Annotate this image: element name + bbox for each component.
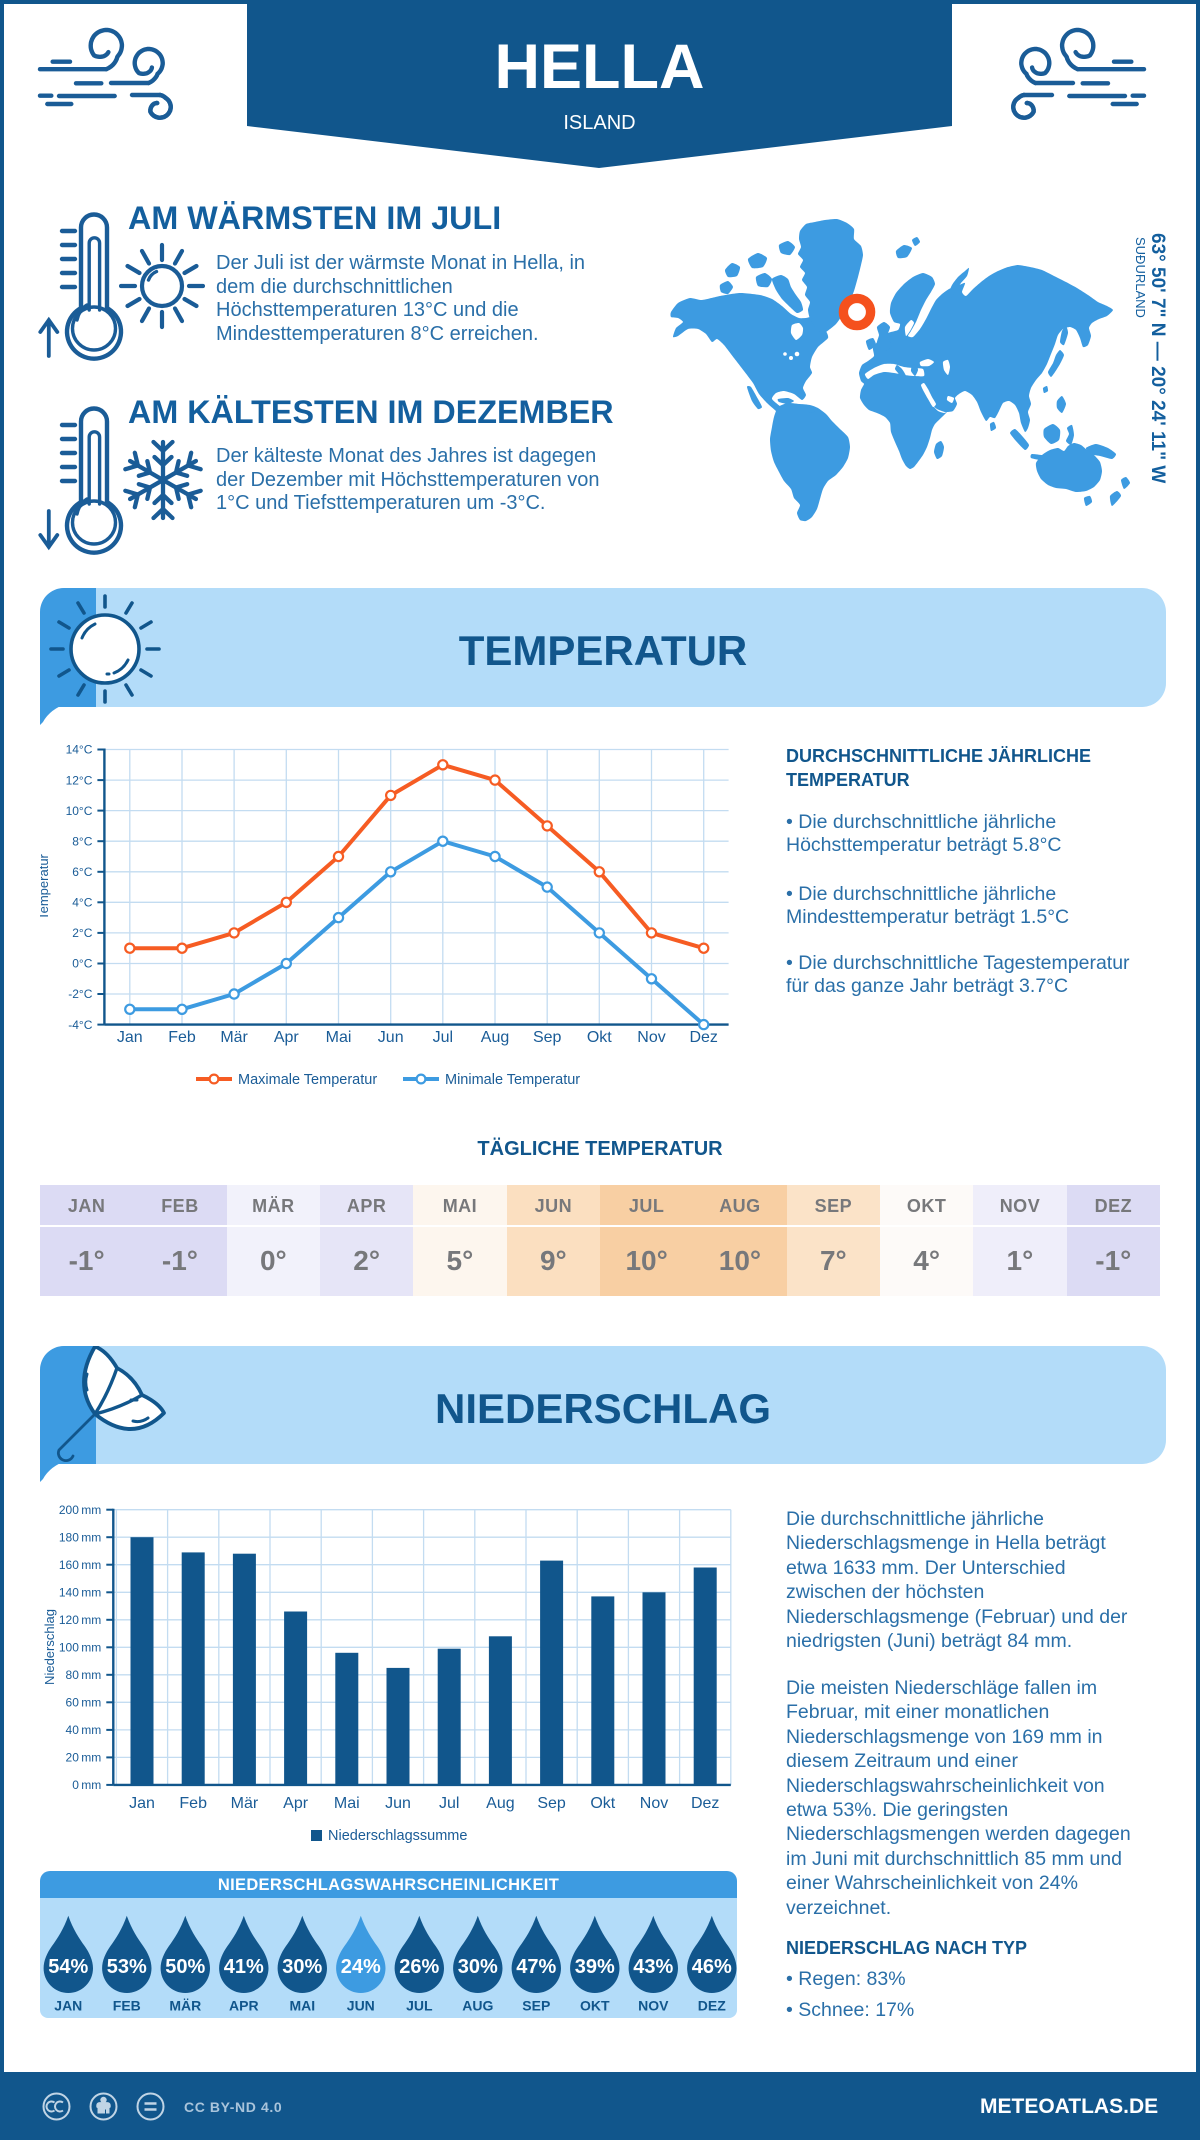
svg-text:Temperatur: Temperatur — [40, 853, 51, 919]
svg-text:Jan: Jan — [129, 1795, 155, 1812]
svg-text:14°C: 14°C — [66, 743, 93, 757]
svg-text:Okt: Okt — [590, 1795, 615, 1812]
svg-text:Jan: Jan — [117, 1029, 143, 1046]
svg-text:200 mm: 200 mm — [59, 1503, 101, 1517]
svg-text:30%: 30% — [458, 1956, 498, 1978]
svg-text:Mai: Mai — [326, 1029, 352, 1046]
svg-text:Feb: Feb — [168, 1029, 196, 1046]
svg-text:Maximale Temperatur: Maximale Temperatur — [238, 1072, 377, 1088]
svg-text:Mai: Mai — [334, 1795, 360, 1812]
svg-text:Niederschlag: Niederschlag — [42, 1609, 57, 1685]
svg-text:12°C: 12°C — [66, 773, 93, 787]
svg-text:Apr: Apr — [274, 1029, 300, 1046]
svg-text:Apr: Apr — [283, 1795, 309, 1812]
svg-text:26%: 26% — [399, 1956, 439, 1978]
svg-text:Nov: Nov — [637, 1029, 665, 1046]
svg-text:47%: 47% — [516, 1956, 556, 1978]
svg-text:MÄR: MÄR — [169, 1998, 201, 2014]
svg-text:24%: 24% — [341, 1956, 381, 1978]
svg-text:20 mm: 20 mm — [66, 1751, 102, 1765]
svg-text:FEB: FEB — [113, 1998, 141, 2014]
svg-text:30%: 30% — [282, 1956, 322, 1978]
svg-text:Nov: Nov — [640, 1795, 668, 1812]
svg-text:46%: 46% — [692, 1956, 732, 1978]
svg-text:Mär: Mär — [220, 1029, 248, 1046]
svg-text:40 mm: 40 mm — [66, 1723, 102, 1737]
svg-text:160 mm: 160 mm — [59, 1558, 101, 1572]
svg-text:Jul: Jul — [433, 1029, 453, 1046]
svg-text:0°C: 0°C — [72, 957, 92, 971]
svg-text:Sep: Sep — [533, 1029, 562, 1046]
svg-text:8°C: 8°C — [72, 834, 92, 848]
svg-text:50%: 50% — [165, 1956, 205, 1978]
svg-text:Dez: Dez — [691, 1795, 719, 1812]
svg-text:10°C: 10°C — [66, 804, 93, 818]
svg-text:AUG: AUG — [462, 1998, 493, 2014]
svg-text:4°C: 4°C — [72, 896, 92, 910]
svg-text:0 mm: 0 mm — [72, 1778, 101, 1792]
svg-text:JAN: JAN — [54, 1998, 82, 2014]
svg-text:JUL: JUL — [406, 1998, 433, 2014]
svg-text:Mär: Mär — [231, 1795, 259, 1812]
svg-text:-4°C: -4°C — [68, 1018, 92, 1032]
svg-text:Jul: Jul — [439, 1795, 459, 1812]
svg-text:Sep: Sep — [537, 1795, 566, 1812]
svg-text:2°C: 2°C — [72, 926, 92, 940]
svg-text:Aug: Aug — [486, 1795, 514, 1812]
svg-text:6°C: 6°C — [72, 865, 92, 879]
svg-text:Jun: Jun — [385, 1795, 411, 1812]
svg-text:APR: APR — [229, 1998, 259, 2014]
svg-text:53%: 53% — [107, 1956, 147, 1978]
svg-text:NOV: NOV — [638, 1998, 669, 2014]
svg-text:SEP: SEP — [522, 1998, 550, 2014]
svg-text:43%: 43% — [633, 1956, 673, 1978]
svg-text:Jun: Jun — [378, 1029, 404, 1046]
svg-text:140 mm: 140 mm — [59, 1586, 101, 1600]
svg-text:60 mm: 60 mm — [66, 1696, 102, 1710]
svg-text:Aug: Aug — [481, 1029, 509, 1046]
svg-text:DEZ: DEZ — [698, 1998, 726, 2014]
svg-text:JUN: JUN — [347, 1998, 375, 2014]
svg-text:100 mm: 100 mm — [59, 1641, 101, 1655]
svg-text:54%: 54% — [48, 1956, 88, 1978]
svg-text:Niederschlagssumme: Niederschlagssumme — [328, 1828, 467, 1844]
svg-text:Dez: Dez — [689, 1029, 717, 1046]
svg-text:80 mm: 80 mm — [66, 1668, 102, 1682]
svg-text:41%: 41% — [224, 1956, 264, 1978]
svg-text:180 mm: 180 mm — [59, 1530, 101, 1544]
svg-text:Okt: Okt — [587, 1029, 612, 1046]
svg-text:Minimale Temperatur: Minimale Temperatur — [445, 1072, 580, 1088]
svg-text:Feb: Feb — [179, 1795, 207, 1812]
svg-text:MAI: MAI — [289, 1998, 315, 2014]
svg-text:39%: 39% — [575, 1956, 615, 1978]
svg-text:120 mm: 120 mm — [59, 1613, 101, 1627]
svg-text:OKT: OKT — [580, 1998, 610, 2014]
svg-text:-2°C: -2°C — [68, 987, 92, 1001]
